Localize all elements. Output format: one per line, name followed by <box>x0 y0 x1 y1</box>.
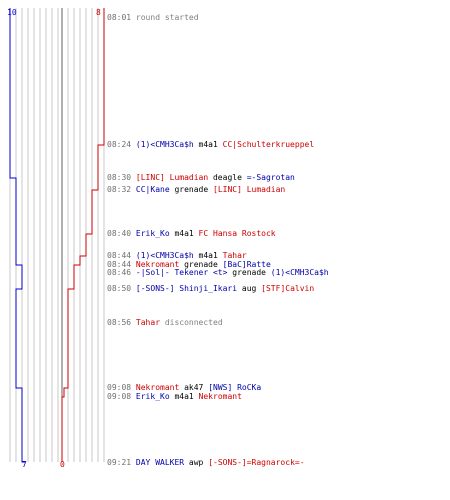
log-timestamp: 09:08 <box>107 383 132 392</box>
log-entry: 08:56 Tahar disconnected <box>107 318 223 327</box>
log-text-segment: round started <box>135 13 199 22</box>
log-text-segment: aug <box>237 284 262 293</box>
log-text-segment: grenade <box>169 185 213 194</box>
log-text-segment: m4a1 <box>193 140 223 149</box>
log-text-segment: [-SONS-]=Ragnarock=- <box>208 458 305 467</box>
log-text-segment: Erik_Ko <box>135 392 170 401</box>
log-timestamp: 08:32 <box>107 185 132 194</box>
log-entry: 08:40 Erik_Ko m4a1 FC Hansa Rostock <box>107 229 276 238</box>
log-timestamp: 08:56 <box>107 318 132 327</box>
log-text-segment: =-Sagrotan <box>246 173 295 182</box>
log-text-segment: deagle <box>208 173 247 182</box>
team-red-alive-line <box>61 8 105 462</box>
log-text-segment: awp <box>184 458 209 467</box>
team-blue-alive-line <box>9 8 25 463</box>
log-text-segment: Erik_Ko <box>135 229 170 238</box>
log-entry: 09:08 Nekromant ak47 [NWS] RoCKa <box>107 383 261 392</box>
log-text-segment: (1)<CMH3Ca$h <box>270 268 329 277</box>
log-timestamp: 09:08 <box>107 392 132 401</box>
log-text-segment: CC|Kane <box>135 185 170 194</box>
log-timestamp: 08:44 <box>107 251 132 260</box>
team-red-start-count: 8 <box>96 8 101 17</box>
log-text-segment: Nekromant <box>198 392 242 401</box>
log-entry: 08:44 (1)<CMH3Ca$h m4a1 Tahar <box>107 251 247 260</box>
alive-count-chart: 10 8 7 0 <box>7 8 105 469</box>
log-entry: 08:46 -|Sol|- Tekener <t> grenade (1)<CM… <box>107 268 329 277</box>
team-blue-start-count: 10 <box>7 8 17 17</box>
log-text-segment: Tahar <box>135 318 161 327</box>
log-entry: 09:21 DAY WALKER awp [-SONS-]=Ragnarock=… <box>107 458 305 467</box>
log-text-segment: -|Sol|- Tekener <t> <box>135 268 228 277</box>
log-text-segment: Tahar <box>222 251 247 260</box>
log-text-segment: m4a1 <box>169 392 199 401</box>
log-text-segment: DAY WALKER <box>135 458 185 467</box>
log-text-segment: CC|Schulterkrueppel <box>222 140 315 149</box>
log-timestamp: 08:46 <box>107 268 132 277</box>
log-text-segment: m4a1 <box>169 229 199 238</box>
team-blue-end-count: 7 <box>22 460 27 469</box>
log-timestamp: 08:24 <box>107 140 132 149</box>
log-text-segment: m4a1 <box>193 251 223 260</box>
team-red-end-count: 0 <box>60 460 65 469</box>
log-timestamp: 08:01 <box>107 13 132 22</box>
log-text-segment: [LINC] Lumadian <box>135 173 209 182</box>
log-text-segment: grenade <box>227 268 271 277</box>
log-text-segment: FC Hansa Rostock <box>198 229 276 238</box>
log-timestamp: 09:21 <box>107 458 132 467</box>
log-entry: 08:24 (1)<CMH3Ca$h m4a1 CC|Schulterkruep… <box>107 140 314 149</box>
log-text-segment: [LINC] Lumadian <box>213 185 286 194</box>
log-text-segment: ak47 <box>179 383 209 392</box>
log-entry: 08:30 [LINC] Lumadian deagle =-Sagrotan <box>107 173 295 182</box>
log-timestamp: 08:44 <box>107 260 132 269</box>
log-text-segment: [-SONS-] Shinji_Ikari <box>135 284 238 293</box>
log-text-segment: (1)<CMH3Ca$h <box>135 251 194 260</box>
log-text-segment: Nekromant <box>135 260 180 269</box>
log-text-segment: grenade <box>179 260 223 269</box>
log-entry: 08:50 [-SONS-] Shinji_Ikari aug [STF]Cal… <box>107 284 314 293</box>
log-entry: 08:32 CC|Kane grenade [LINC] Lumadian <box>107 185 285 194</box>
log-timestamp: 08:40 <box>107 229 132 238</box>
log-timestamp: 08:30 <box>107 173 132 182</box>
log-text-segment: [BaC]Ratte <box>222 260 271 269</box>
log-text-segment: (1)<CMH3Ca$h <box>135 140 194 149</box>
log-entry: 08:44 Nekromant grenade [BaC]Ratte <box>107 260 271 269</box>
log-text-segment: Nekromant <box>135 383 180 392</box>
log-entry: 09:08 Erik_Ko m4a1 Nekromant <box>107 392 242 401</box>
log-text-segment: disconnected <box>160 318 223 327</box>
log-text-segment: [STF]Calvin <box>261 284 315 293</box>
log-entry: 08:01 round started <box>107 13 199 22</box>
log-text-segment: [NWS] RoCKa <box>208 383 262 392</box>
log-timestamp: 08:50 <box>107 284 132 293</box>
